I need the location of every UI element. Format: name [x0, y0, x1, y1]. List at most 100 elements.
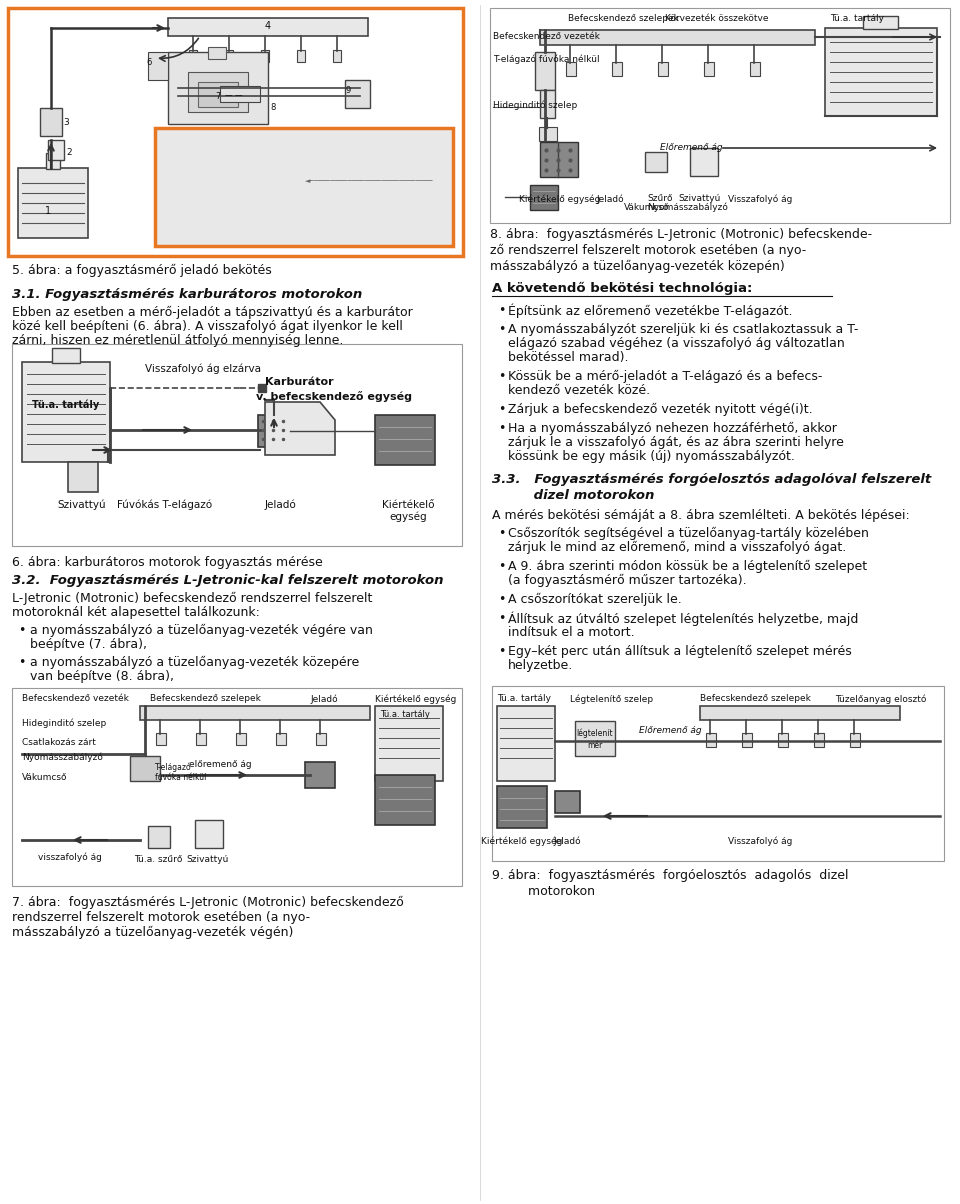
Bar	[375, 775, 435, 825]
Text: Tü.a. tartály: Tü.a. tartály	[380, 710, 430, 719]
Bar	[555, 791, 580, 813]
Text: rendszerrel felszerelt motorok esetében (a nyo-: rendszerrel felszerelt motorok esetében …	[12, 911, 310, 923]
Text: ző rendszerrel felszerelt motorok esetében (a nyo-: ző rendszerrel felszerelt motorok esetéb…	[490, 244, 806, 258]
Text: Csőszorítók segítségével a tüzelőanyag-tartály közelében: Csőszorítók segítségével a tüzelőanyag-t…	[508, 527, 869, 541]
Text: Jeladó: Jeladó	[310, 694, 338, 703]
Text: másszabályzó a tüzelőanyag-vezeték végén): másszabályzó a tüzelőanyag-vezeték végén…	[12, 926, 294, 939]
Text: Kiértékelő egység: Kiértékelő egység	[519, 194, 601, 203]
Text: Ebben az esetben a mérő-jeladót a tápszivattyú és a karburátor: Ebben az esetben a mérő-jeladót a tápszi…	[12, 306, 413, 319]
Text: Visszafolyó ág elzárva: Visszafolyó ág elzárva	[145, 362, 261, 373]
Text: 9: 9	[346, 85, 351, 95]
Bar	[208, 47, 226, 59]
Text: Szivattyú: Szivattyú	[679, 194, 721, 203]
Text: fúvóka nélkül: fúvóka nélkül	[155, 773, 206, 783]
Text: 7: 7	[215, 92, 221, 101]
Text: zárni, hiszen ez méretlenül átfolyó mennyiség lenne.: zárni, hiszen ez méretlenül átfolyó menn…	[12, 334, 344, 347]
Bar	[48, 140, 64, 160]
Bar	[778, 733, 788, 746]
Text: bekötéssel marad).: bekötéssel marad).	[508, 352, 629, 364]
Text: 8. ábra:  fogyasztásmérés L-Jetronic (Motronic) befecskende-: 8. ábra: fogyasztásmérés L-Jetronic (Mot…	[490, 228, 872, 241]
Bar	[700, 706, 900, 720]
Bar	[742, 733, 752, 746]
Bar	[261, 51, 269, 61]
Bar	[22, 362, 110, 462]
Bar	[690, 148, 718, 176]
Bar	[375, 706, 443, 781]
Bar	[750, 61, 760, 76]
Bar	[575, 721, 615, 756]
Bar	[645, 152, 667, 172]
Text: ◄─────────────────────────────: ◄─────────────────────────────	[305, 178, 434, 184]
Bar	[196, 733, 206, 745]
Text: a nyomásszabályzó a tüzelőanyag-vezeték végére van: a nyomásszabályzó a tüzelőanyag-vezeték …	[30, 624, 372, 637]
Text: 1: 1	[45, 206, 51, 216]
Bar	[612, 61, 622, 76]
Text: 7. ábra:  fogyasztásmérés L-Jetronic (Motronic) befecskendező: 7. ábra: fogyasztásmérés L-Jetronic (Mot…	[12, 896, 404, 909]
Bar	[156, 733, 166, 745]
Text: Építsünk az előremenő vezetékbe T-elágazót.: Építsünk az előremenő vezetékbe T-elágaz…	[508, 303, 793, 319]
Bar	[305, 762, 335, 787]
Bar	[276, 733, 286, 745]
Text: •: •	[498, 303, 505, 317]
Text: Szivattyú: Szivattyú	[58, 500, 107, 510]
Bar	[148, 52, 168, 79]
Text: 3.2.  Fogyasztásmérés L-Jetronic-kal felszerelt motorokon: 3.2. Fogyasztásmérés L-Jetronic-kal fels…	[12, 574, 444, 588]
Text: mér: mér	[588, 740, 603, 750]
Bar	[375, 415, 435, 465]
Text: •: •	[498, 403, 505, 417]
Text: Tü.a. tartály: Tü.a. tartály	[497, 694, 551, 703]
Bar	[8, 8, 463, 256]
Text: Légtelenítő szelep: Légtelenítő szelep	[570, 694, 653, 703]
Bar	[704, 61, 714, 76]
Text: Kiértékelő: Kiértékelő	[382, 500, 434, 510]
Bar	[497, 706, 555, 781]
Bar	[850, 733, 860, 746]
Bar	[168, 52, 268, 124]
Bar	[814, 733, 824, 746]
Text: •: •	[18, 624, 25, 637]
Bar	[189, 51, 197, 61]
Bar	[40, 108, 62, 136]
Bar	[297, 51, 305, 61]
Bar	[658, 61, 668, 76]
Text: helyzetbe.: helyzetbe.	[508, 659, 573, 672]
Bar	[566, 61, 576, 76]
Text: Befecskendező vezeték: Befecskendező vezeték	[493, 33, 600, 41]
Text: légtelenít: légtelenít	[577, 728, 613, 738]
Text: Fúvókás T-elágazó: Fúvókás T-elágazó	[117, 500, 212, 510]
Text: (a fogyasztásmérő műszer tartozéka).: (a fogyasztásmérő műszer tartozéka).	[508, 574, 747, 588]
Bar	[188, 72, 248, 112]
Bar	[258, 384, 266, 393]
Text: — —: — —	[225, 92, 243, 100]
Text: 4: 4	[265, 20, 271, 31]
Text: Nyomásszabályzó: Nyomásszabályzó	[22, 752, 103, 761]
Text: Csatlakozás zárt: Csatlakozás zárt	[22, 738, 96, 746]
Text: Jeladó: Jeladó	[596, 194, 624, 203]
Text: Ha a nyomásszabályzó nehezen hozzáférhető, akkor: Ha a nyomásszabályzó nehezen hozzáférhet…	[508, 421, 837, 435]
Text: másszabályzó a tüzelőanyag-vezeték közepén): másszabályzó a tüzelőanyag-vezeték közep…	[490, 260, 784, 273]
Text: zárjuk le mind az előremenő, mind a visszafolyó ágat.: zárjuk le mind az előremenő, mind a viss…	[508, 541, 847, 554]
Text: Nyomásszabályzó: Nyomásszabályzó	[648, 203, 729, 212]
Text: Vákumcső: Vákumcső	[624, 203, 670, 212]
Text: •: •	[498, 645, 505, 659]
Bar	[168, 18, 368, 36]
Text: motorokon: motorokon	[492, 885, 595, 898]
Bar	[706, 733, 716, 746]
Text: Tü.a. szűrő: Tü.a. szűrő	[133, 855, 182, 864]
Bar	[825, 28, 937, 116]
Text: •: •	[498, 527, 505, 541]
Text: T-elágazó fúvóka nélkül: T-elágazó fúvóka nélkül	[493, 55, 600, 65]
Bar	[225, 51, 233, 61]
Bar	[492, 686, 944, 861]
Text: Jeladó: Jeladó	[553, 836, 581, 845]
Text: •: •	[498, 560, 505, 573]
Text: Befecskendező vezeték: Befecskendező vezeték	[22, 694, 129, 703]
Text: A követendő bekötési technológia:: A követendő bekötési technológia:	[492, 282, 753, 295]
Bar	[148, 826, 170, 848]
Text: Zárjuk a befecskendező vezeték nyitott végé(i)t.: Zárjuk a befecskendező vezeték nyitott v…	[508, 403, 812, 417]
Text: 3.1. Fogyasztásmérés karburátoros motorokon: 3.1. Fogyasztásmérés karburátoros motoro…	[12, 288, 362, 301]
Text: Visszafolyó ág: Visszafolyó ág	[728, 194, 792, 203]
Text: Előremenő ág: Előremenő ág	[660, 143, 723, 152]
Text: 3: 3	[63, 118, 69, 126]
Bar	[68, 462, 98, 492]
